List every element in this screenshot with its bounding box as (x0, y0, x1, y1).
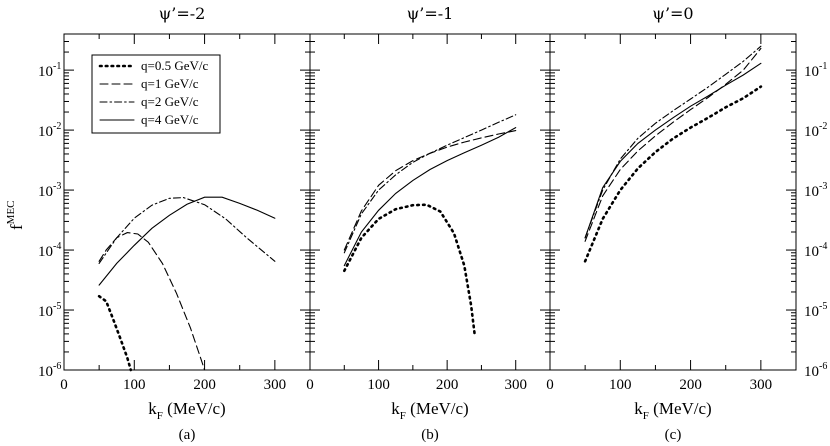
x-axis-title: kF (MeV/c) (148, 399, 225, 422)
plot-frame (309, 33, 551, 371)
legend-label: q=0.5 GeV/c (141, 58, 208, 73)
y-tick-label: 10-5 (38, 301, 61, 320)
x-tick-label: 300 (750, 377, 773, 393)
y-tick-label: 10-3 (38, 181, 61, 200)
y-tick-label: 10-2 (804, 121, 827, 140)
y-tick-label: 10-2 (38, 121, 61, 140)
y-axis-title-base: f (7, 224, 26, 230)
series-line-solid (584, 62, 762, 239)
panel-c: 0 100 200 300 10-6 10-5 10-4 10-3 10-2 10-1 ψ’=0 kF… (546, 4, 827, 443)
series-line-dashed (343, 130, 517, 251)
x-tick-label: 200 (679, 377, 702, 393)
panel-title: ψ’=-2 (159, 4, 206, 23)
panel-caption: (c) (665, 427, 682, 443)
series-line-solid (343, 127, 517, 267)
legend: q=0.5 GeV/c q=1 GeV/c q=2 GeV/c q=4 GeV/c (91, 54, 221, 134)
y-tick-label: 10-6 (804, 361, 827, 380)
x-tick-label: 0 (306, 377, 314, 393)
plot-frame (549, 33, 797, 371)
panel-title: ψ’=0 (652, 4, 693, 23)
panel-title: ψ’=-1 (407, 4, 454, 23)
y-tick-label: 10-6 (38, 361, 61, 380)
y-tick-label: 10-1 (804, 61, 827, 80)
x-tick-label: 200 (436, 377, 459, 393)
series-line-dotted (342, 203, 476, 336)
x-tick-label: 200 (193, 377, 216, 393)
series-line-dashdot (584, 45, 762, 239)
series-line-solid (98, 196, 276, 286)
x-tick-label: 300 (264, 377, 287, 393)
y-tick-label: 10-4 (804, 241, 827, 260)
y-axis-title: fMEC (5, 200, 26, 230)
legend-label: q=2 GeV/c (141, 94, 199, 109)
x-tick-label: 100 (123, 377, 146, 393)
svg-text:fMEC: fMEC (5, 200, 26, 230)
y-tick-label: 10-1 (38, 61, 61, 80)
legend-label: q=4 GeV/c (141, 112, 199, 127)
series-line-dashed (584, 47, 762, 242)
series-line-dashdot (343, 114, 517, 254)
panel-caption: (a) (179, 427, 196, 443)
x-tick-label: 100 (609, 377, 632, 393)
panel-caption: (b) (421, 427, 439, 443)
y-tick-label: 10-4 (38, 241, 61, 260)
x-tick-label: 0 (546, 377, 554, 393)
x-axis-title: kF (MeV/c) (391, 399, 468, 422)
panel-b: 0 100 200 300 ψ’=-1 kF (MeV/c) (b) (306, 4, 551, 443)
x-tick-label: 0 (60, 377, 68, 393)
legend-box (91, 54, 221, 134)
x-axis-title: kF (MeV/c) (634, 399, 711, 422)
legend-label: q=1 GeV/c (141, 76, 199, 91)
y-axis-title-sup: MEC (5, 200, 17, 224)
x-tick-label: 300 (504, 377, 527, 393)
y-tick-label: 10-3 (804, 181, 827, 200)
y-tick-label: 10-5 (804, 301, 827, 320)
series-line-dotted (97, 294, 133, 372)
series-line-dashed (98, 232, 206, 371)
series-line-dotted (583, 85, 763, 263)
panel-a: 0 100 200 300 10-6 10-5 10-4 10-3 10-2 10-1 ψ’=-2 k… (38, 4, 311, 443)
x-tick-label: 100 (367, 377, 390, 393)
series-line-dashdot (98, 197, 276, 264)
